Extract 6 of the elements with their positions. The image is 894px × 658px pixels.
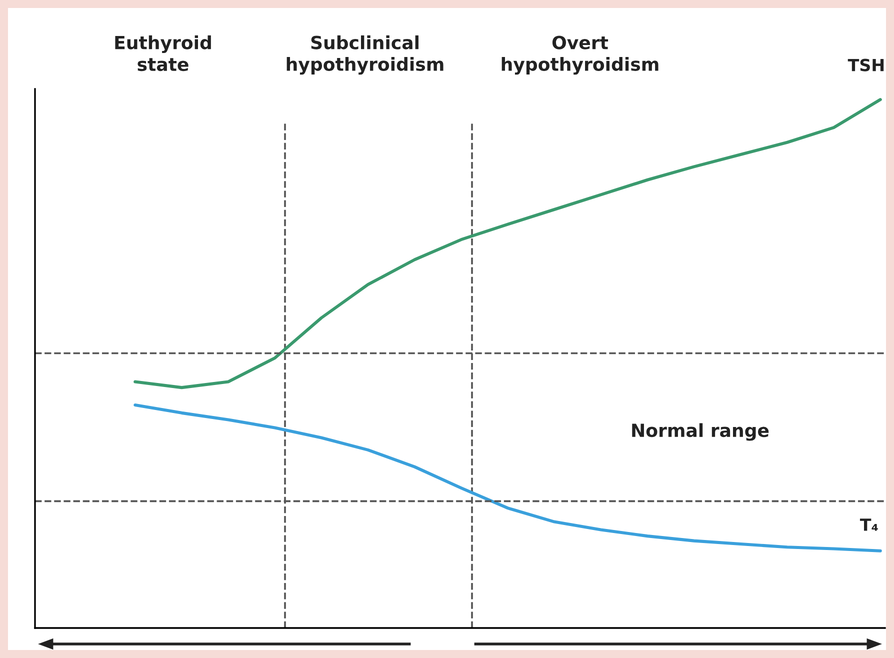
text: Subclinical hypothyroidism [286,35,444,75]
annotation: Normal range [632,423,769,441]
series-label: T₄ [860,518,878,531]
series-label: TSH [848,58,884,72]
text: Euthyroid state [115,35,211,72]
text: Overt hypothyroidism [502,36,658,75]
